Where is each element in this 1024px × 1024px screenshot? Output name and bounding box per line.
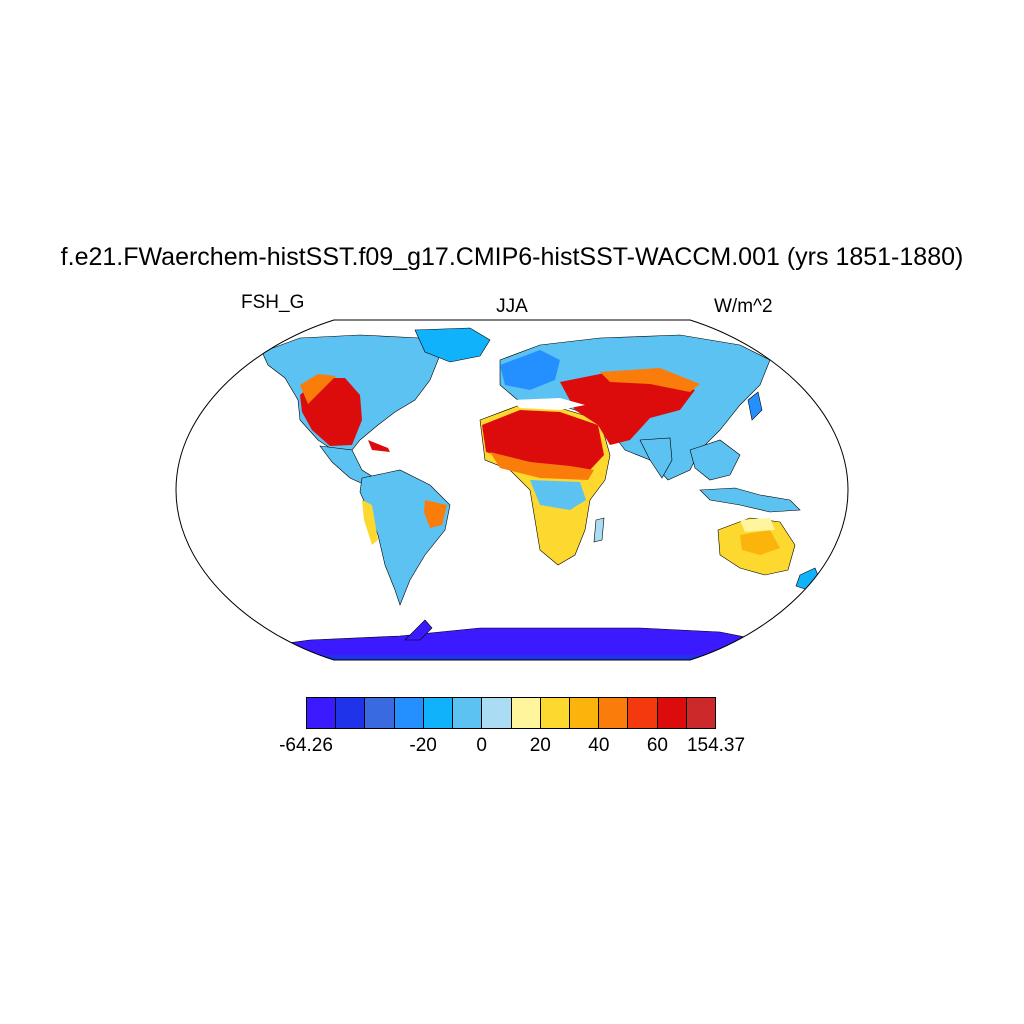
southeast-asia (689, 439, 741, 481)
andes-warm (362, 500, 378, 545)
colorbar-swatch (365, 698, 395, 728)
variable-label: FSH_G (241, 292, 305, 313)
colorbar-labels: -64.26 -20 0 20 40 60 154.37 (0, 735, 1024, 759)
map-border (175, 319, 849, 661)
central-asia-orange (600, 368, 700, 392)
india (639, 437, 673, 479)
colorbar-swatch (540, 698, 570, 728)
colorbar (306, 697, 716, 729)
plot-title: f.e21.FWaerchem-histSST.f09_g17.CMIP6-hi… (60, 243, 964, 271)
colorbar-tick-label: -64.26 (279, 735, 333, 756)
colorbar-tick-label: -20 (409, 735, 437, 756)
antarctica-band (250, 655, 800, 660)
colorbar-tick-label: 60 (646, 735, 668, 756)
colorbar-tick-label: 20 (529, 735, 551, 756)
colorbar-tick-label: 40 (588, 735, 610, 756)
australia-center-orange (740, 530, 780, 555)
sahara-hot (482, 410, 604, 470)
colorbar-swatch (628, 698, 658, 728)
season-label: JJA (496, 296, 528, 317)
colorbar-swatch (482, 698, 512, 728)
colorbar-swatch (511, 698, 541, 728)
japan (747, 391, 763, 421)
mediterranean-sea (512, 398, 585, 410)
colorbar-tick-label: 0 (476, 735, 487, 756)
units-label: W/m^2 (714, 296, 773, 317)
colorbar-swatch (569, 698, 600, 728)
greenland (414, 327, 491, 363)
us-west-warm (300, 374, 336, 404)
caribbean (368, 440, 390, 452)
madagascar (593, 517, 605, 543)
colorbar-swatch (423, 698, 454, 728)
antarctic-peninsula (404, 619, 433, 641)
colorbar-swatch (453, 698, 483, 728)
australia-north-light (740, 518, 775, 532)
brazil-east-warm (424, 500, 447, 528)
europe-cool (500, 350, 560, 390)
colorbar-swatch (394, 698, 424, 728)
colorbar-swatch (657, 698, 687, 728)
colorbar-tick-label: 154.37 (686, 735, 746, 756)
colorbar-swatch (336, 698, 366, 728)
colorbar-swatch (307, 698, 337, 728)
sahel-orange (490, 452, 594, 480)
colorbar-swatch (686, 698, 716, 728)
middle-east-hot (560, 372, 695, 445)
colorbar-swatch (599, 698, 629, 728)
indonesia (699, 487, 801, 513)
central-africa-cool (530, 480, 586, 510)
